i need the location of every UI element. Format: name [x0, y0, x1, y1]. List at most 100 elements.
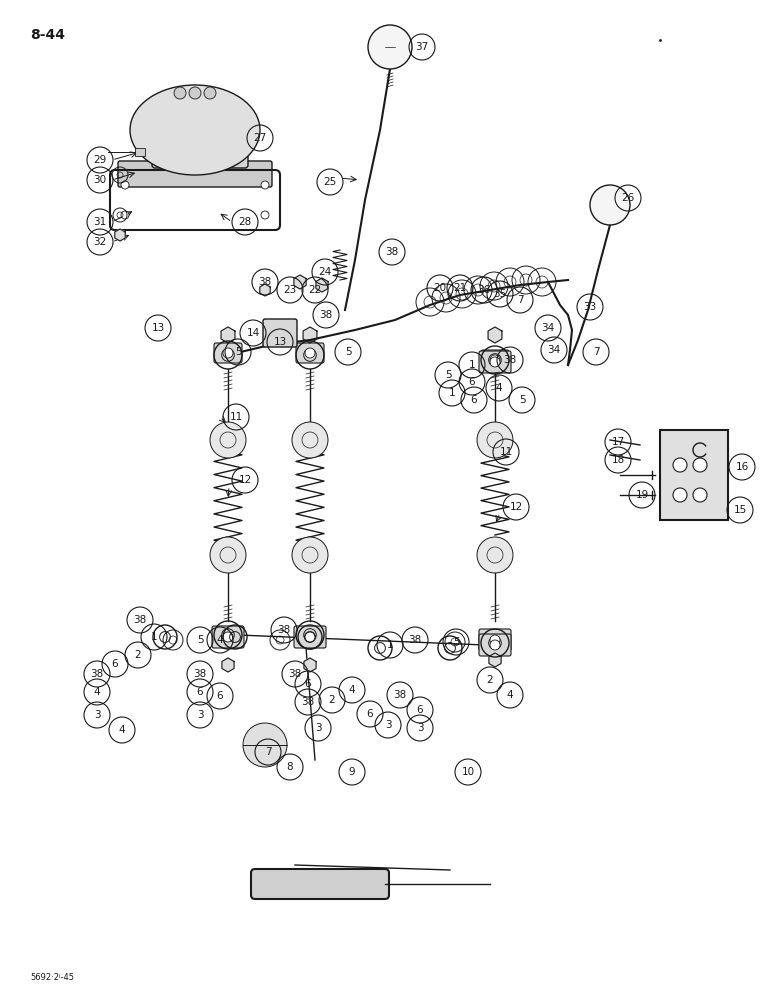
Text: 7: 7 [516, 295, 523, 305]
FancyBboxPatch shape [479, 351, 511, 373]
Circle shape [368, 25, 412, 69]
FancyBboxPatch shape [152, 122, 248, 168]
Circle shape [490, 357, 500, 367]
Text: 1: 1 [387, 640, 393, 650]
FancyBboxPatch shape [479, 629, 511, 651]
Polygon shape [488, 327, 502, 343]
Text: 38: 38 [320, 310, 333, 320]
Text: 8-44: 8-44 [30, 28, 65, 42]
Text: 6: 6 [417, 705, 423, 715]
Text: 6: 6 [197, 687, 203, 697]
Text: 10: 10 [462, 767, 475, 777]
Circle shape [210, 537, 246, 573]
Text: 6: 6 [112, 659, 118, 669]
Circle shape [490, 635, 500, 645]
Text: 5: 5 [445, 370, 452, 380]
Text: 6: 6 [471, 395, 477, 405]
Circle shape [189, 87, 201, 99]
Text: 7: 7 [593, 347, 599, 357]
Text: 5: 5 [197, 635, 203, 645]
Polygon shape [304, 658, 316, 672]
FancyBboxPatch shape [214, 343, 242, 363]
Text: 34: 34 [547, 345, 560, 355]
Circle shape [292, 537, 328, 573]
Polygon shape [294, 275, 306, 289]
Text: 34: 34 [541, 323, 554, 333]
Circle shape [590, 185, 630, 225]
Text: 4: 4 [506, 690, 513, 700]
Text: 5692·2ʲ-45: 5692·2ʲ-45 [30, 974, 74, 982]
Text: 4: 4 [217, 635, 223, 645]
Text: 13: 13 [151, 323, 164, 333]
Text: 5: 5 [452, 637, 459, 647]
FancyBboxPatch shape [481, 350, 509, 370]
Text: 1: 1 [449, 388, 455, 398]
Circle shape [693, 488, 707, 502]
Text: 26: 26 [621, 193, 635, 203]
FancyBboxPatch shape [479, 634, 511, 656]
Text: 38: 38 [301, 697, 315, 707]
Circle shape [223, 348, 233, 358]
Text: 5: 5 [519, 395, 525, 405]
Text: 5: 5 [344, 347, 351, 357]
Text: 12: 12 [239, 475, 252, 485]
Text: 15: 15 [733, 505, 747, 515]
Text: 38: 38 [277, 625, 290, 635]
Text: 3: 3 [384, 720, 391, 730]
Text: 9: 9 [349, 767, 355, 777]
FancyBboxPatch shape [294, 626, 326, 648]
Text: 36: 36 [477, 285, 491, 295]
Text: 6: 6 [367, 709, 374, 719]
Circle shape [693, 458, 707, 472]
Text: 6: 6 [217, 691, 223, 701]
Text: 22: 22 [308, 285, 322, 295]
Text: 25: 25 [323, 177, 337, 187]
Circle shape [673, 458, 687, 472]
Text: 33: 33 [584, 302, 597, 312]
Text: 1: 1 [151, 632, 157, 642]
Text: 29: 29 [93, 155, 107, 165]
Polygon shape [489, 653, 501, 667]
Text: 12: 12 [510, 502, 523, 512]
Text: 38: 38 [259, 277, 272, 287]
Text: 37: 37 [415, 42, 428, 52]
Text: 38: 38 [90, 669, 103, 679]
Text: 5: 5 [235, 347, 242, 357]
Text: 7: 7 [265, 747, 271, 757]
FancyBboxPatch shape [263, 319, 297, 347]
Circle shape [174, 87, 186, 99]
FancyBboxPatch shape [251, 869, 389, 899]
Text: 14: 14 [246, 328, 259, 338]
Text: 24: 24 [318, 267, 332, 277]
Text: 38: 38 [289, 669, 302, 679]
Text: 4: 4 [349, 685, 355, 695]
FancyBboxPatch shape [660, 430, 728, 520]
Circle shape [210, 422, 246, 458]
Circle shape [673, 488, 687, 502]
Polygon shape [222, 658, 234, 672]
FancyBboxPatch shape [118, 161, 272, 187]
Circle shape [261, 211, 269, 219]
Text: 38: 38 [193, 669, 207, 679]
Text: 1: 1 [469, 360, 476, 370]
Text: 27: 27 [253, 133, 266, 143]
Text: 8: 8 [286, 762, 293, 772]
Circle shape [490, 640, 500, 650]
Circle shape [292, 422, 328, 458]
Text: 20: 20 [433, 283, 446, 293]
Text: 3: 3 [315, 723, 321, 733]
Polygon shape [115, 229, 125, 241]
Text: 3: 3 [417, 723, 423, 733]
Circle shape [121, 181, 129, 189]
Text: 6: 6 [305, 679, 311, 689]
Text: 17: 17 [611, 437, 625, 447]
Text: 38: 38 [503, 355, 516, 365]
Text: 4: 4 [496, 383, 503, 393]
Circle shape [490, 355, 500, 365]
Text: 11: 11 [499, 447, 513, 457]
Polygon shape [316, 278, 328, 292]
Text: 35: 35 [493, 289, 506, 299]
FancyBboxPatch shape [212, 626, 244, 648]
Polygon shape [303, 327, 317, 343]
Text: 3: 3 [197, 710, 203, 720]
